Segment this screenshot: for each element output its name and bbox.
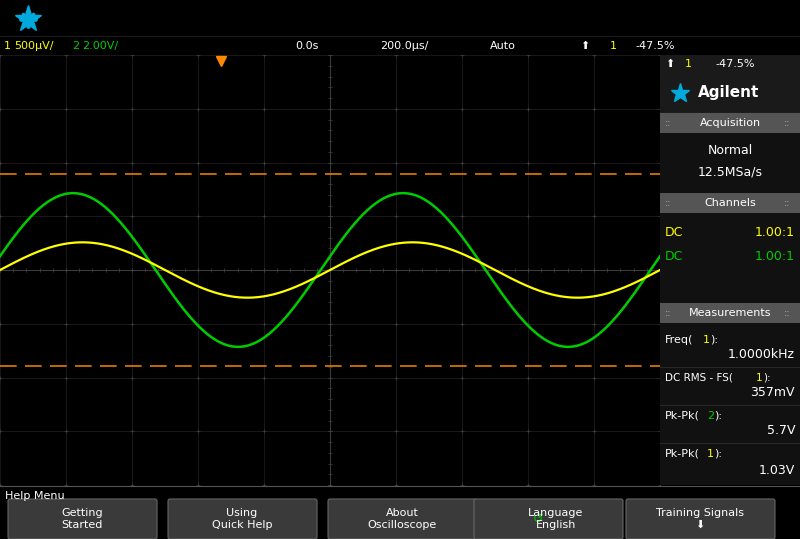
Text: 1: 1 bbox=[707, 449, 714, 459]
Text: 1: 1 bbox=[4, 41, 11, 51]
FancyBboxPatch shape bbox=[168, 499, 317, 539]
Text: 1.00:1: 1.00:1 bbox=[755, 226, 795, 239]
Text: 1.03V: 1.03V bbox=[758, 465, 795, 478]
Text: DC: DC bbox=[665, 251, 683, 264]
Text: ):: ): bbox=[714, 449, 722, 459]
FancyBboxPatch shape bbox=[8, 499, 157, 539]
Text: Acquisition: Acquisition bbox=[699, 118, 761, 128]
Bar bbox=[660, 303, 800, 485]
Text: Measurements: Measurements bbox=[689, 308, 771, 318]
Text: ):: ): bbox=[763, 373, 770, 383]
Text: Agilent Technologies: Agilent Technologies bbox=[55, 8, 315, 28]
Text: Help Menu: Help Menu bbox=[5, 491, 65, 501]
Text: 2.00V/: 2.00V/ bbox=[82, 41, 118, 51]
Text: -47.5%: -47.5% bbox=[635, 41, 674, 51]
Bar bbox=[660, 113, 800, 133]
Text: Training Signals
⬇: Training Signals ⬇ bbox=[656, 508, 744, 530]
Text: Normal: Normal bbox=[707, 144, 753, 157]
Text: 357mV: 357mV bbox=[750, 386, 795, 399]
Text: Freq(: Freq( bbox=[665, 335, 694, 345]
Text: Auto: Auto bbox=[490, 41, 516, 51]
Text: 1: 1 bbox=[756, 373, 762, 383]
Text: DC: DC bbox=[665, 226, 683, 239]
Text: 1: 1 bbox=[685, 59, 692, 69]
Text: 500μV/: 500μV/ bbox=[14, 41, 54, 51]
Text: 1.00:1: 1.00:1 bbox=[755, 251, 795, 264]
Text: ⬆: ⬆ bbox=[665, 59, 674, 69]
Text: Getting
Started: Getting Started bbox=[61, 508, 103, 530]
Bar bbox=[660, 193, 800, 213]
Text: 12.5MSa/s: 12.5MSa/s bbox=[698, 165, 762, 178]
Text: Channels: Channels bbox=[704, 198, 756, 208]
Text: 0.0s: 0.0s bbox=[295, 41, 318, 51]
Bar bbox=[660, 303, 800, 323]
Bar bbox=[660, 113, 800, 193]
Text: DC RMS - FS(: DC RMS - FS( bbox=[665, 373, 733, 383]
Text: Agilent: Agilent bbox=[698, 86, 759, 100]
Text: ::: :: bbox=[783, 198, 790, 208]
Text: ::: :: bbox=[665, 198, 671, 208]
Text: ):: ): bbox=[714, 411, 722, 421]
Text: Thu Nov 02 10:46:50 2017: Thu Nov 02 10:46:50 2017 bbox=[627, 11, 795, 24]
Text: Language
English: Language English bbox=[528, 508, 584, 530]
Text: Pk-Pk(: Pk-Pk( bbox=[665, 449, 700, 459]
Bar bbox=[660, 193, 800, 303]
Text: 2: 2 bbox=[72, 41, 79, 51]
Bar bbox=[660, 55, 800, 73]
Text: About
Oscilloscope: About Oscilloscope bbox=[367, 508, 437, 530]
Text: ):: ): bbox=[710, 335, 718, 345]
Text: ::: :: bbox=[783, 308, 790, 318]
Text: ::: :: bbox=[665, 308, 671, 318]
Text: ⬆: ⬆ bbox=[580, 41, 590, 51]
Text: ↺: ↺ bbox=[533, 513, 543, 526]
Text: 5.7V: 5.7V bbox=[766, 425, 795, 438]
Bar bbox=[660, 73, 800, 113]
Text: 1: 1 bbox=[703, 335, 710, 345]
Text: 2: 2 bbox=[707, 411, 714, 421]
Text: -47.5%: -47.5% bbox=[715, 59, 754, 69]
Text: ::: :: bbox=[665, 118, 671, 128]
FancyBboxPatch shape bbox=[328, 499, 477, 539]
Text: 1.0000kHz: 1.0000kHz bbox=[728, 349, 795, 362]
Text: Pk-Pk(: Pk-Pk( bbox=[665, 411, 700, 421]
FancyBboxPatch shape bbox=[474, 499, 623, 539]
Text: ::: :: bbox=[783, 118, 790, 128]
Text: 200.0μs/: 200.0μs/ bbox=[380, 41, 428, 51]
FancyBboxPatch shape bbox=[626, 499, 775, 539]
Text: Using
Quick Help: Using Quick Help bbox=[212, 508, 272, 530]
Text: 1: 1 bbox=[610, 41, 617, 51]
